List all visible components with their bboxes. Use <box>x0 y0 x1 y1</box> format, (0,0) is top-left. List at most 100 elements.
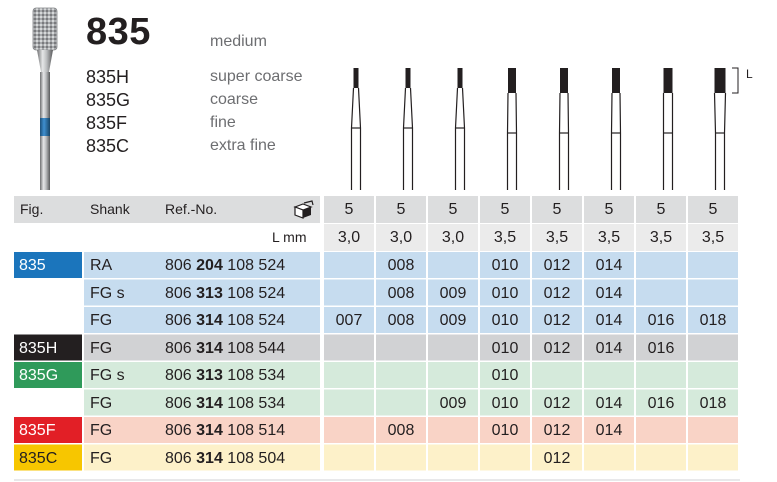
bur-shank <box>558 92 570 190</box>
size-col-header: 5 <box>500 201 510 218</box>
size-cell-bg <box>480 307 530 333</box>
reference-table-background <box>14 196 740 481</box>
instrument-silhouettes: L <box>350 67 753 190</box>
size-cell-bg <box>428 252 478 278</box>
size-cell-bg <box>532 389 582 416</box>
shank-label: FG <box>90 312 113 329</box>
size-value: 010 <box>491 422 519 439</box>
size-col-header-bg <box>324 196 374 223</box>
size-value: 012 <box>543 257 571 274</box>
size-value: 012 <box>543 284 571 302</box>
size-cell-bg <box>636 307 686 333</box>
size-cell-bg <box>480 362 530 388</box>
bur-head <box>353 68 359 88</box>
size-value: 014 <box>595 339 623 357</box>
ref-number: 806 314 108 544 <box>165 339 286 357</box>
bur-head <box>612 68 620 93</box>
length-cell: 3,5 <box>597 229 621 246</box>
size-cell-bg <box>428 389 478 416</box>
length-cell-bg <box>480 224 530 251</box>
size-value: 018 <box>699 312 727 329</box>
size-cell-bg <box>324 279 374 306</box>
size-cell-bg <box>376 252 426 278</box>
ref-number: 806 204 108 524 <box>165 257 286 274</box>
size-cell-bg <box>584 252 634 278</box>
size-cell-bg <box>584 334 634 361</box>
size-value: 010 <box>491 339 519 357</box>
size-cell-bg <box>636 279 686 306</box>
fig-label: 835F <box>19 422 56 439</box>
size-cell-bg <box>428 417 478 443</box>
row-band-bg <box>84 307 320 333</box>
size-cell-bg <box>532 444 582 471</box>
size-value: 010 <box>491 394 519 412</box>
size-cell-bg <box>688 252 738 278</box>
size-cell-bg <box>324 334 374 361</box>
length-cell: 3,5 <box>649 229 673 246</box>
size-cell-bg <box>324 417 374 443</box>
bur-photo <box>32 7 58 190</box>
size-cell-bg <box>428 362 478 388</box>
size-cell-bg <box>532 252 582 278</box>
bur-shank <box>662 93 674 190</box>
row-band-bg <box>84 362 320 388</box>
size-value: 014 <box>595 422 623 439</box>
model-number: 835 <box>86 11 151 53</box>
size-cell-bg <box>428 279 478 306</box>
size-col-header: 5 <box>604 201 614 218</box>
size-cell-bg <box>324 389 374 416</box>
fig-label: 835G <box>19 367 59 384</box>
size-value: 018 <box>699 394 727 412</box>
length-cell-bg <box>636 224 686 251</box>
size-cell-bg <box>584 279 634 306</box>
bur-shank <box>610 92 622 190</box>
size-value: 012 <box>543 312 571 329</box>
fig-tag-bg <box>14 362 82 388</box>
shank-label: FG <box>90 394 113 412</box>
size-col-header: 5 <box>344 201 354 218</box>
shank-label: FG <box>90 422 113 439</box>
size-value: 014 <box>595 312 623 329</box>
size-cell-bg <box>376 307 426 333</box>
size-cell-bg <box>688 307 738 333</box>
bur-head <box>405 68 411 88</box>
size-value: 009 <box>439 284 467 302</box>
row-band-bg <box>84 417 320 443</box>
size-cell-bg <box>532 417 582 443</box>
size-cell-bg <box>376 362 426 388</box>
size-cell-bg <box>376 389 426 416</box>
size-cell-bg <box>636 444 686 471</box>
size-cell-bg <box>636 417 686 443</box>
size-cell-bg <box>324 307 374 333</box>
size-value: 009 <box>439 312 467 329</box>
size-cell-bg <box>636 334 686 361</box>
size-value: 010 <box>491 257 519 274</box>
bur-head <box>457 68 463 88</box>
row-band-bg <box>84 279 320 306</box>
length-cell: 3,0 <box>337 229 361 246</box>
length-bracket <box>732 67 739 94</box>
length-cell-bg <box>324 224 374 251</box>
size-cell-bg <box>584 444 634 471</box>
grit-name-f: fine <box>210 114 236 131</box>
size-cell-bg <box>532 279 582 306</box>
bur-head <box>508 68 516 93</box>
length-cell: 3,5 <box>545 229 569 246</box>
length-cell-bg <box>428 224 478 251</box>
row-band-bg <box>84 334 320 361</box>
size-cell-bg <box>532 307 582 333</box>
size-col-header: 5 <box>552 201 562 218</box>
size-cell-bg <box>480 334 530 361</box>
shank-label: FG <box>90 449 113 467</box>
header-shank: Shank <box>90 201 130 217</box>
grit-code-g: 835G <box>86 90 131 110</box>
size-cell-bg <box>532 334 582 361</box>
fig-tag-bg <box>14 252 82 278</box>
size-value: 012 <box>543 339 571 357</box>
size-cell-bg <box>376 417 426 443</box>
size-cell-bg <box>324 362 374 388</box>
size-cell-bg <box>532 362 582 388</box>
grit-code-h: 835H <box>86 67 130 87</box>
size-value: 014 <box>595 394 623 412</box>
size-cell-bg <box>584 307 634 333</box>
